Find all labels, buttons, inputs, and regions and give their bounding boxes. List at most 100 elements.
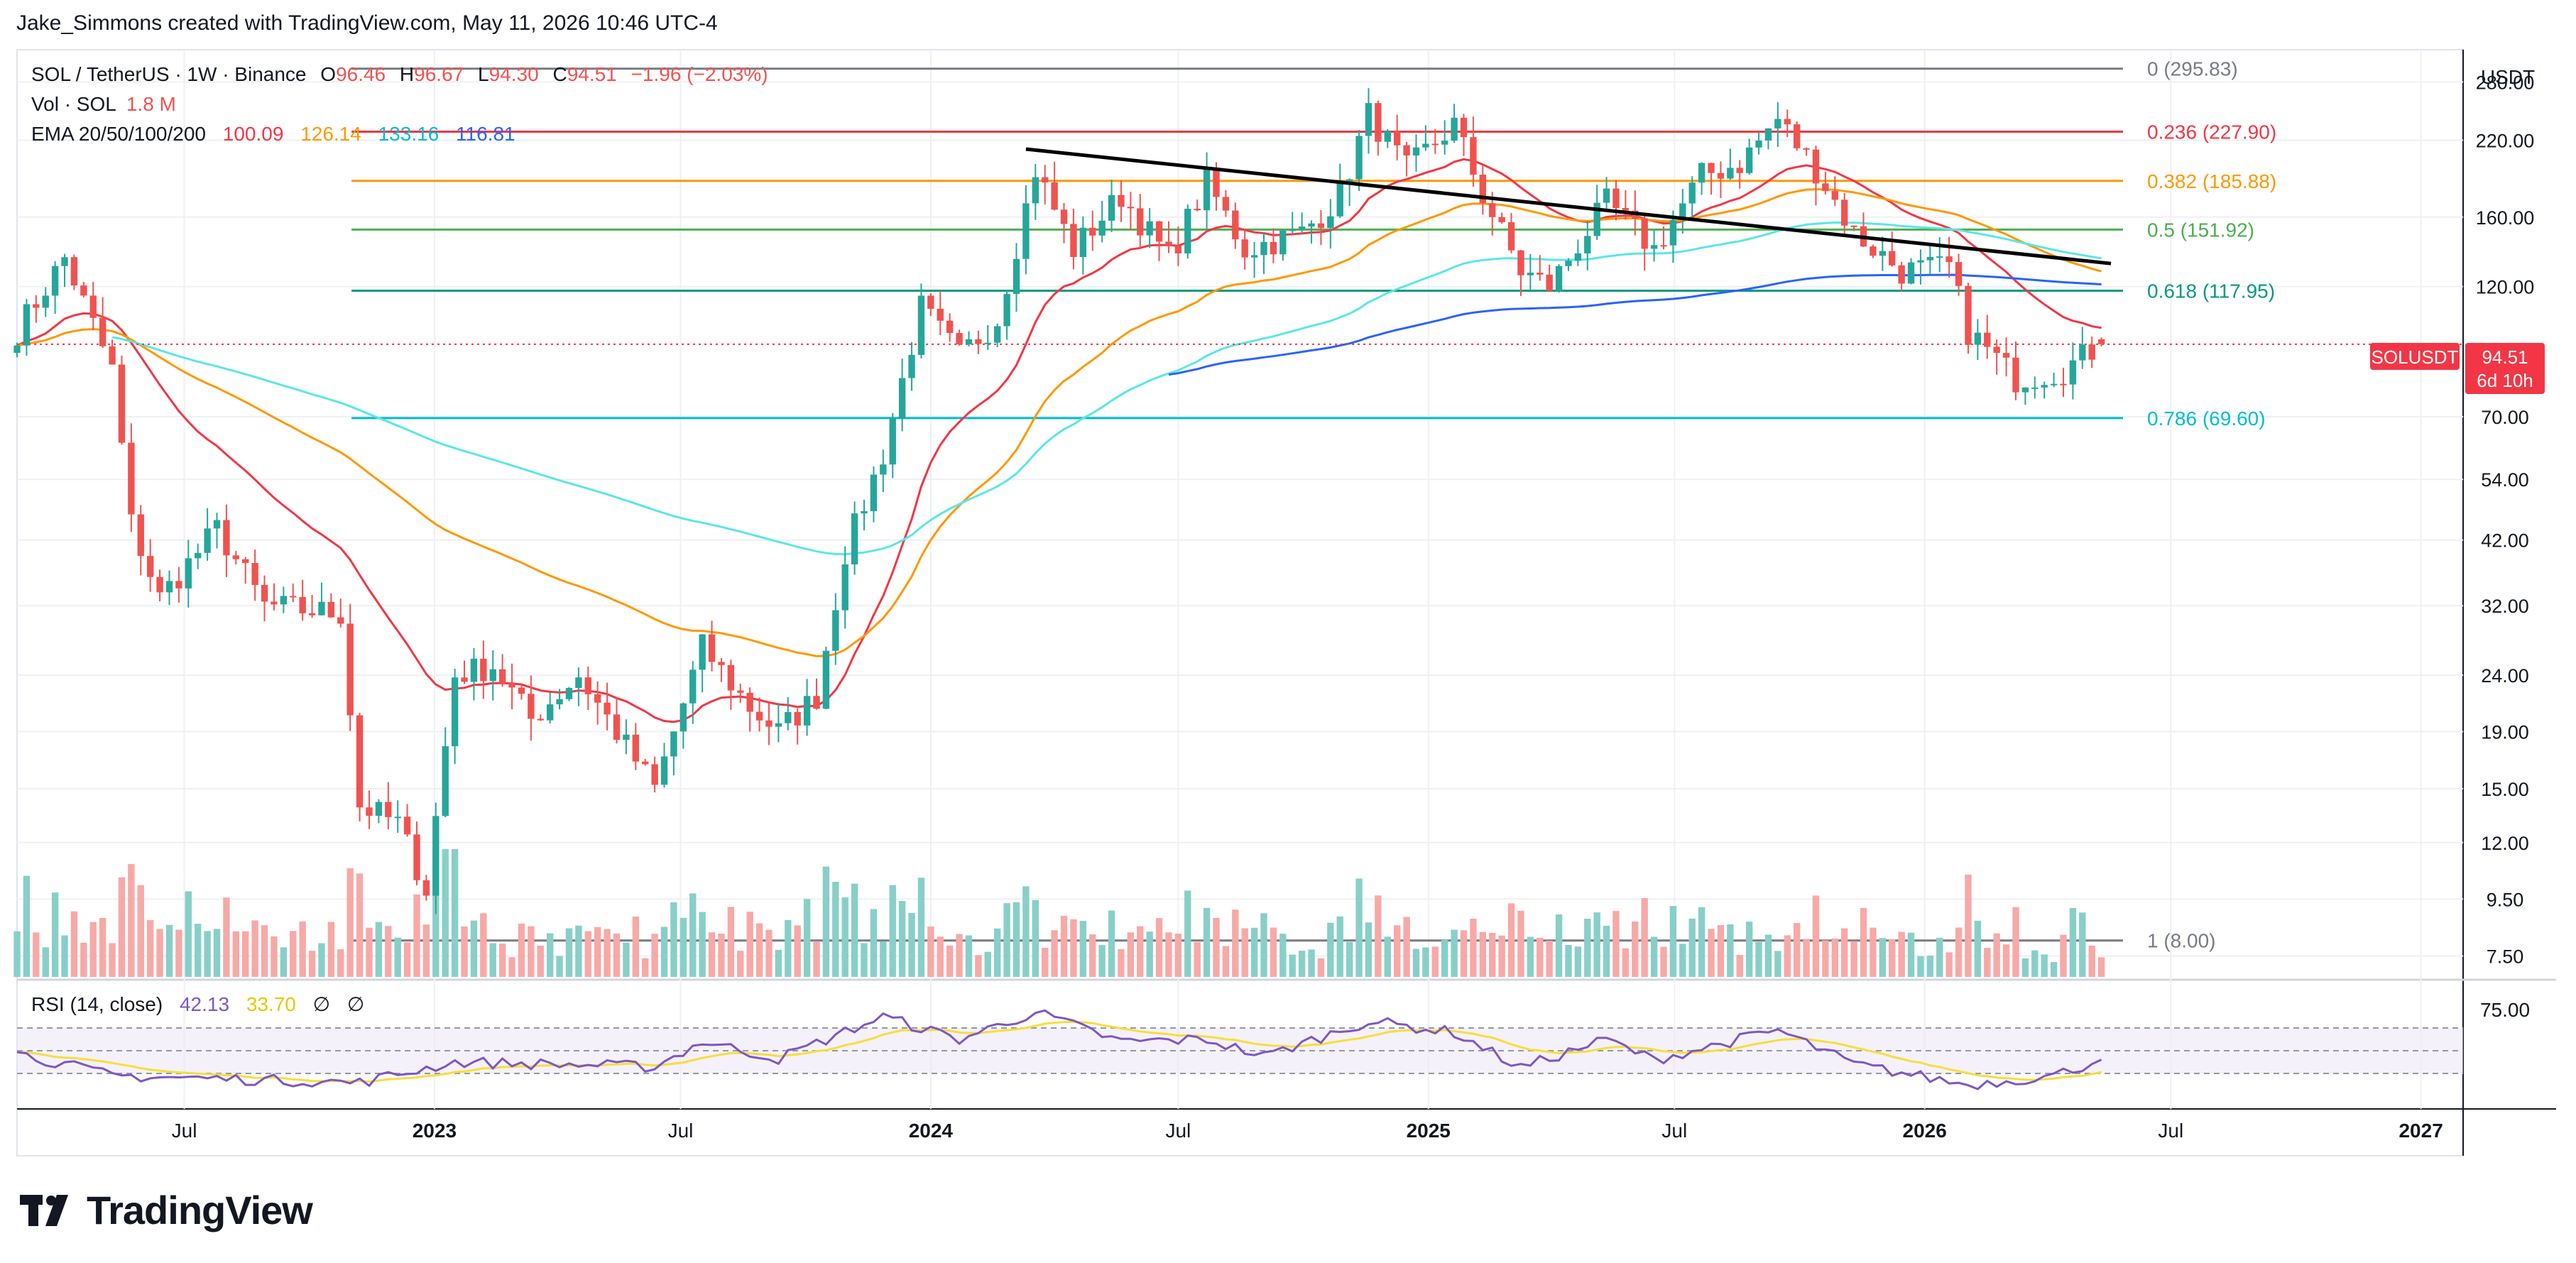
candle-body: [385, 802, 392, 817]
volume-bar: [1936, 937, 1943, 977]
volume-bar: [23, 875, 31, 977]
fib-level-label: 0.5 (151.92): [2147, 219, 2254, 241]
price-tick-label: 70.00: [2481, 407, 2529, 428]
candle-body: [1279, 230, 1287, 255]
volume-bar: [623, 942, 630, 977]
volume-bar: [1650, 936, 1658, 977]
volume-bar: [156, 929, 163, 977]
candle-body: [699, 634, 706, 670]
volume-bar: [1945, 952, 1953, 977]
candle-body: [851, 513, 858, 564]
volume-bar: [128, 864, 135, 977]
candle-body: [1079, 227, 1087, 258]
volume-bar: [422, 924, 430, 977]
volume-bar: [175, 929, 182, 977]
volume-bar: [870, 909, 878, 977]
volume-bar: [1784, 935, 1791, 977]
time-axis[interactable]: Jul 2023 Jul 2024 Jul 2025 Jul 2026 Jul 2027: [172, 1120, 2443, 1142]
candle-body: [1755, 140, 1762, 148]
candle-body: [1870, 246, 1877, 256]
tradingview-logo[interactable]: TradingView: [20, 1187, 313, 1233]
volume-bar: [1060, 916, 1068, 977]
volume-bar: [1774, 951, 1781, 977]
volume-bar: [794, 925, 801, 977]
volume-bar: [413, 894, 420, 977]
volume-bar: [1498, 935, 1505, 977]
volume-bar: [461, 926, 468, 977]
volume-bar: [1745, 922, 1753, 977]
volume-bar: [946, 945, 954, 977]
volume-bar: [451, 849, 459, 977]
volume-bar: [1308, 949, 1315, 977]
legend-ema: EMA 20/50/100/200 100.09 126.14 133.16 1…: [31, 123, 515, 145]
candle-body: [880, 464, 887, 475]
fib-level-label: 0.786 (69.60): [2147, 408, 2266, 430]
candle-body: [556, 699, 563, 705]
volume-bar: [813, 941, 820, 977]
candle-body: [1022, 203, 1030, 259]
candle-body: [1708, 163, 1715, 173]
candle-body: [1412, 147, 1420, 155]
volume-bar: [1679, 944, 1686, 977]
candle-body: [375, 802, 383, 816]
price-scale-ticks[interactable]: 280.00 220.00 160.00 120.00 70.00 54.00 42.00 3…: [2476, 72, 2535, 967]
volume-bar: [1565, 945, 1572, 977]
candle-body: [1013, 258, 1020, 295]
volume-bar: [1708, 929, 1715, 977]
candle-body: [1498, 217, 1505, 223]
volume-bar: [213, 929, 221, 977]
candle-body: [508, 683, 515, 688]
candle-body: [813, 696, 820, 709]
volume-bar: [118, 877, 126, 977]
time-tick-label: 2025: [1407, 1120, 1451, 1142]
candle-body: [70, 257, 78, 286]
candle-body: [290, 596, 297, 598]
price-tick-label: 9.50: [2487, 889, 2524, 910]
candle-body: [1841, 199, 1848, 226]
volume-bar: [2097, 957, 2105, 977]
trendline[interactable]: [1025, 147, 2112, 266]
volume-bar: [346, 868, 354, 977]
candle-body: [1812, 149, 1820, 184]
last-price-value: 94.51: [2482, 346, 2528, 368]
candle-body: [1955, 262, 1963, 286]
volume-bar: [956, 934, 963, 977]
volume-bar: [1984, 948, 1991, 977]
volume-bar: [223, 897, 230, 977]
candlesticks[interactable]: [13, 88, 2105, 914]
candle-body: [299, 596, 306, 613]
volume-bar: [1298, 951, 1306, 977]
chart-frame: [16, 49, 2464, 1157]
volume-bar: [1336, 916, 1343, 977]
candle-body: [993, 326, 1001, 343]
volume-bar: [271, 936, 278, 977]
candle-body: [1593, 202, 1600, 236]
candle-body: [917, 295, 925, 355]
candle-body: [528, 694, 535, 719]
volume-bar: [1431, 946, 1439, 977]
volume-bar: [1898, 931, 1905, 977]
currency-label[interactable]: USDT: [2481, 66, 2535, 88]
fib-level-label: 0.618 (117.95): [2147, 280, 2275, 302]
volume-bar: [898, 901, 906, 977]
rsi-pane: [16, 1009, 2463, 1090]
volume-bar: [2069, 907, 2077, 977]
volume-bar: [1146, 931, 1153, 977]
candle-body: [1555, 266, 1563, 292]
volume-bar: [2031, 950, 2039, 977]
volume-bar: [1022, 886, 1030, 977]
volume-bar: [1698, 907, 1705, 977]
candle-body: [1289, 229, 1296, 231]
volume-bar: [937, 936, 944, 977]
candle-body: [1898, 265, 1905, 284]
volume-bar: [1289, 954, 1296, 977]
candle-body: [1241, 239, 1248, 258]
candle-body: [803, 696, 811, 726]
candle-body: [356, 715, 364, 808]
candle-body: [109, 346, 116, 365]
volume-bar: [822, 866, 830, 977]
candle-body: [1507, 222, 1515, 251]
volume-bar: [99, 917, 107, 977]
fibonacci-retracement[interactable]: 0 (295.83) 0.236 (227.90) 0.382 (185.88) 0.…: [351, 58, 2276, 952]
